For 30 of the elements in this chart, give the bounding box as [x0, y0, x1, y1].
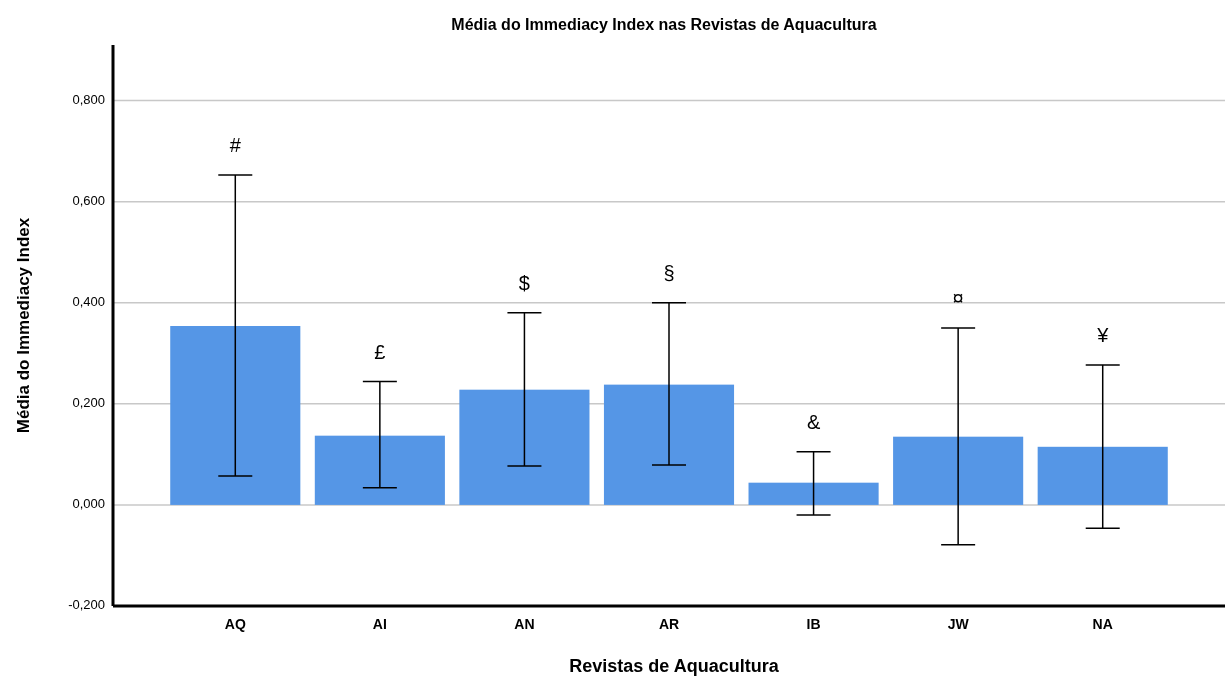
x-tick-label: AI [372, 616, 387, 632]
x-tick-label: JW [947, 616, 970, 632]
x-tick-label: AR [658, 616, 680, 632]
y-tick-label: 0,200 [72, 395, 105, 411]
x-tick-label: IB [806, 616, 821, 632]
annotation: £ [374, 340, 386, 363]
bar [603, 384, 735, 505]
x-tick-label: AQ [224, 616, 246, 632]
bar [893, 436, 1024, 505]
y-tick-label: 0,600 [72, 193, 105, 209]
bar [170, 326, 301, 505]
bar [1037, 446, 1168, 505]
x-axis-title: Revistas de Aquacultura [569, 656, 780, 676]
annotation: ¤ [952, 287, 964, 310]
annotation: $ [518, 272, 530, 295]
annotation: § [663, 262, 675, 285]
x-tick-label: AN [514, 616, 535, 632]
y-tick-label: 0,800 [72, 92, 105, 108]
annotation: & [806, 411, 821, 434]
annotation: # [229, 134, 242, 157]
chart-title: Média do Immediacy Index nas Revistas de Aquacultura [451, 16, 877, 33]
bar [459, 389, 590, 505]
bar [748, 482, 879, 505]
y-tick-label: 0,000 [72, 496, 105, 512]
y-axis-title: Média do Immediacy Index [14, 217, 33, 434]
x-tick-label: NA [1092, 616, 1113, 632]
y-tick-label: 0,400 [72, 294, 105, 310]
bar [314, 435, 445, 505]
annotation: ¥ [1096, 324, 1110, 347]
y-tick-label: -0,200 [68, 597, 105, 613]
